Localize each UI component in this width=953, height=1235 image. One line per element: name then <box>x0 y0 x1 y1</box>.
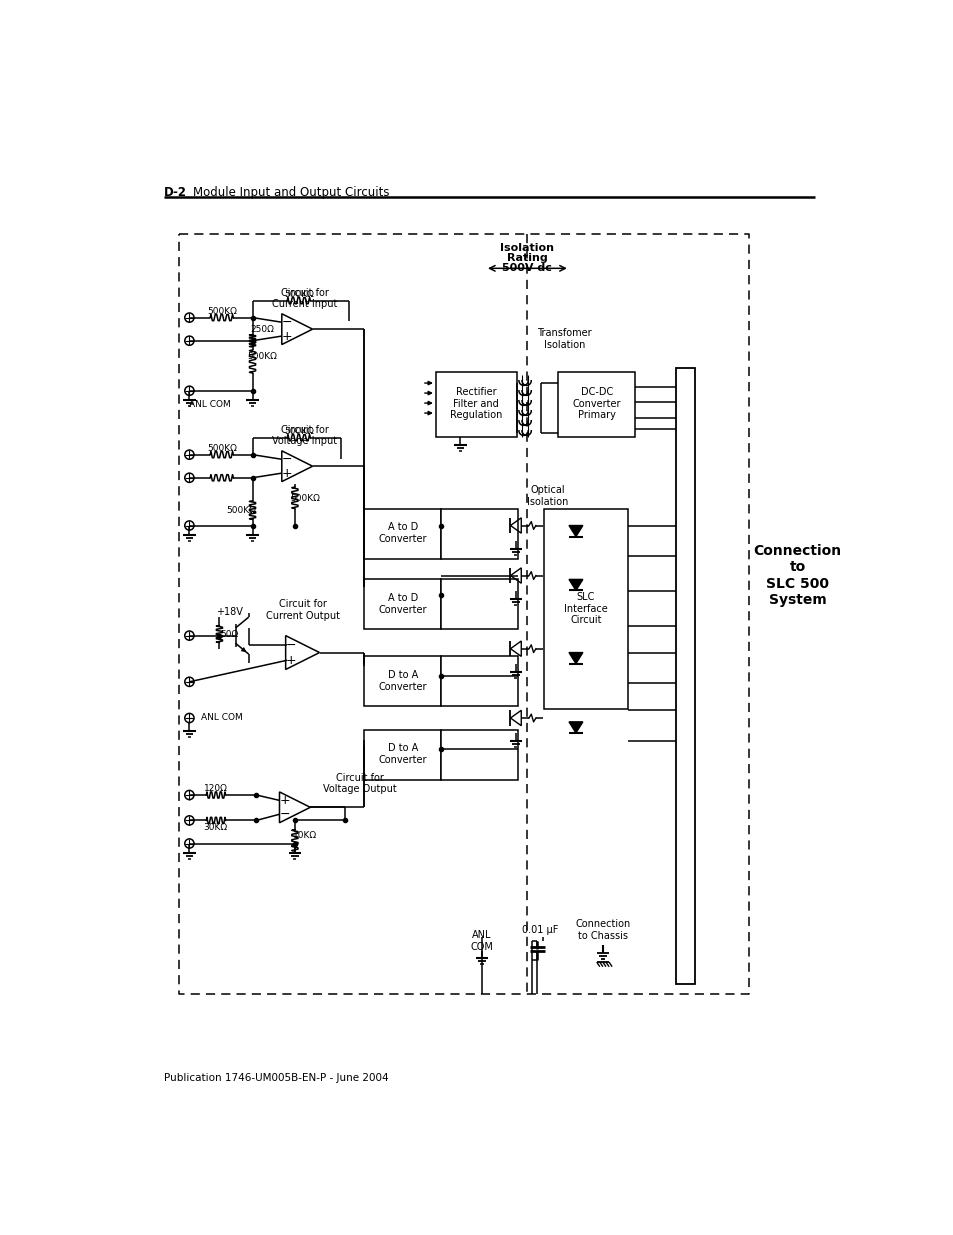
Text: 10KΩ: 10KΩ <box>293 831 316 840</box>
Text: Publication 1746-UM005B-EN-P - June 2004: Publication 1746-UM005B-EN-P - June 2004 <box>164 1073 388 1083</box>
Bar <box>440 579 517 630</box>
Text: 500KΩ: 500KΩ <box>290 494 319 503</box>
Text: ANL COM: ANL COM <box>190 400 231 409</box>
Polygon shape <box>568 652 582 663</box>
Text: Rating: Rating <box>506 253 547 263</box>
Text: Optical
Isolation: Optical Isolation <box>526 485 568 508</box>
Bar <box>364 656 440 706</box>
Text: 500KΩ: 500KΩ <box>283 290 314 299</box>
Text: D to A
Converter: D to A Converter <box>378 743 427 764</box>
Text: SLC
Interface
Circuit: SLC Interface Circuit <box>563 592 607 625</box>
Text: 120Ω: 120Ω <box>203 784 227 793</box>
Text: 500KΩ: 500KΩ <box>207 308 236 316</box>
Text: 50Ω: 50Ω <box>220 630 238 638</box>
Bar <box>436 372 517 437</box>
Text: 500V dc: 500V dc <box>502 263 552 273</box>
Text: Isolation: Isolation <box>500 243 554 253</box>
Text: Circuit for
Current Output: Circuit for Current Output <box>265 599 339 621</box>
Text: 500KΩ: 500KΩ <box>226 506 255 515</box>
Text: Rectifier
Filter and
Regulation: Rectifier Filter and Regulation <box>449 388 501 420</box>
Text: +: + <box>281 467 293 479</box>
Text: −: − <box>286 638 296 651</box>
Bar <box>440 509 517 558</box>
Bar <box>440 656 517 706</box>
Polygon shape <box>568 526 582 536</box>
Text: +18V: +18V <box>215 606 242 616</box>
Bar <box>364 579 440 630</box>
Text: −: − <box>282 453 293 466</box>
Text: Connection
to
SLC 500
System: Connection to SLC 500 System <box>753 545 841 606</box>
Text: +: + <box>279 794 290 806</box>
Text: A to D
Converter: A to D Converter <box>378 593 427 615</box>
Text: D to A
Converter: D to A Converter <box>378 671 427 692</box>
Text: D-2: D-2 <box>164 185 187 199</box>
Bar <box>364 730 440 779</box>
Bar <box>676 368 695 983</box>
Bar <box>364 509 440 558</box>
Text: 500KΩ: 500KΩ <box>207 445 236 453</box>
Text: ANL COM: ANL COM <box>201 714 242 722</box>
Text: −: − <box>279 808 290 821</box>
Text: −: − <box>282 316 293 329</box>
Text: Connection
to Chassis: Connection to Chassis <box>575 919 630 941</box>
Text: Circuit for
Voltage Output: Circuit for Voltage Output <box>323 773 396 794</box>
Text: 0.01 μF: 0.01 μF <box>521 925 558 935</box>
Bar <box>543 509 628 709</box>
Text: 500KΩ: 500KΩ <box>283 427 314 436</box>
Text: DC-DC
Converter
Primary: DC-DC Converter Primary <box>572 388 620 420</box>
Bar <box>440 730 517 779</box>
Text: A to D
Converter: A to D Converter <box>378 522 427 543</box>
Text: +: + <box>281 330 293 342</box>
Text: Transfomer
Isolation: Transfomer Isolation <box>537 329 591 350</box>
Text: Circuit for
Voltage Input: Circuit for Voltage Input <box>272 425 336 446</box>
Text: 500KΩ: 500KΩ <box>248 352 277 361</box>
Text: 250Ω: 250Ω <box>251 325 274 333</box>
Polygon shape <box>568 721 582 732</box>
Text: +: + <box>285 653 296 667</box>
Text: Circuit for
Current Input: Circuit for Current Input <box>272 288 336 309</box>
Text: Module Input and Output Circuits: Module Input and Output Circuits <box>193 185 390 199</box>
Polygon shape <box>568 579 582 590</box>
Text: 30KΩ: 30KΩ <box>203 823 228 832</box>
Bar <box>558 372 635 437</box>
Text: ANL
COM: ANL COM <box>470 930 493 952</box>
